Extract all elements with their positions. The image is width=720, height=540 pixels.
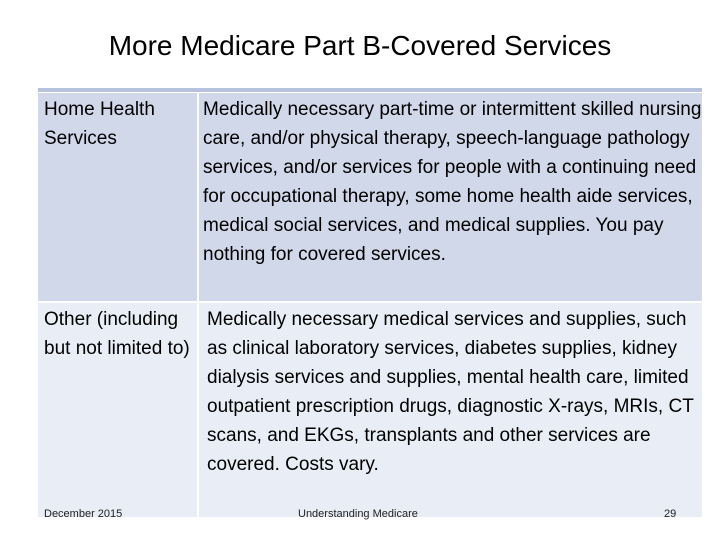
title-divider [38,88,702,92]
slide-title: More Medicare Part B-Covered Services [108,30,612,61]
row-description-other: Medically necessary medical services and… [199,303,702,517]
row-label-other: Other (including but not limited to) [38,303,197,517]
row-description-home-health: Medically necessary part-time or intermi… [199,93,702,301]
page-number: 29 [664,508,677,520]
footer-title: Understanding Medicare [298,508,418,520]
footer-date: December 2015 [44,508,123,520]
row-label-home-health: Home Health Services [38,93,197,301]
services-table: Home Health Services Medically necessary… [38,93,702,517]
